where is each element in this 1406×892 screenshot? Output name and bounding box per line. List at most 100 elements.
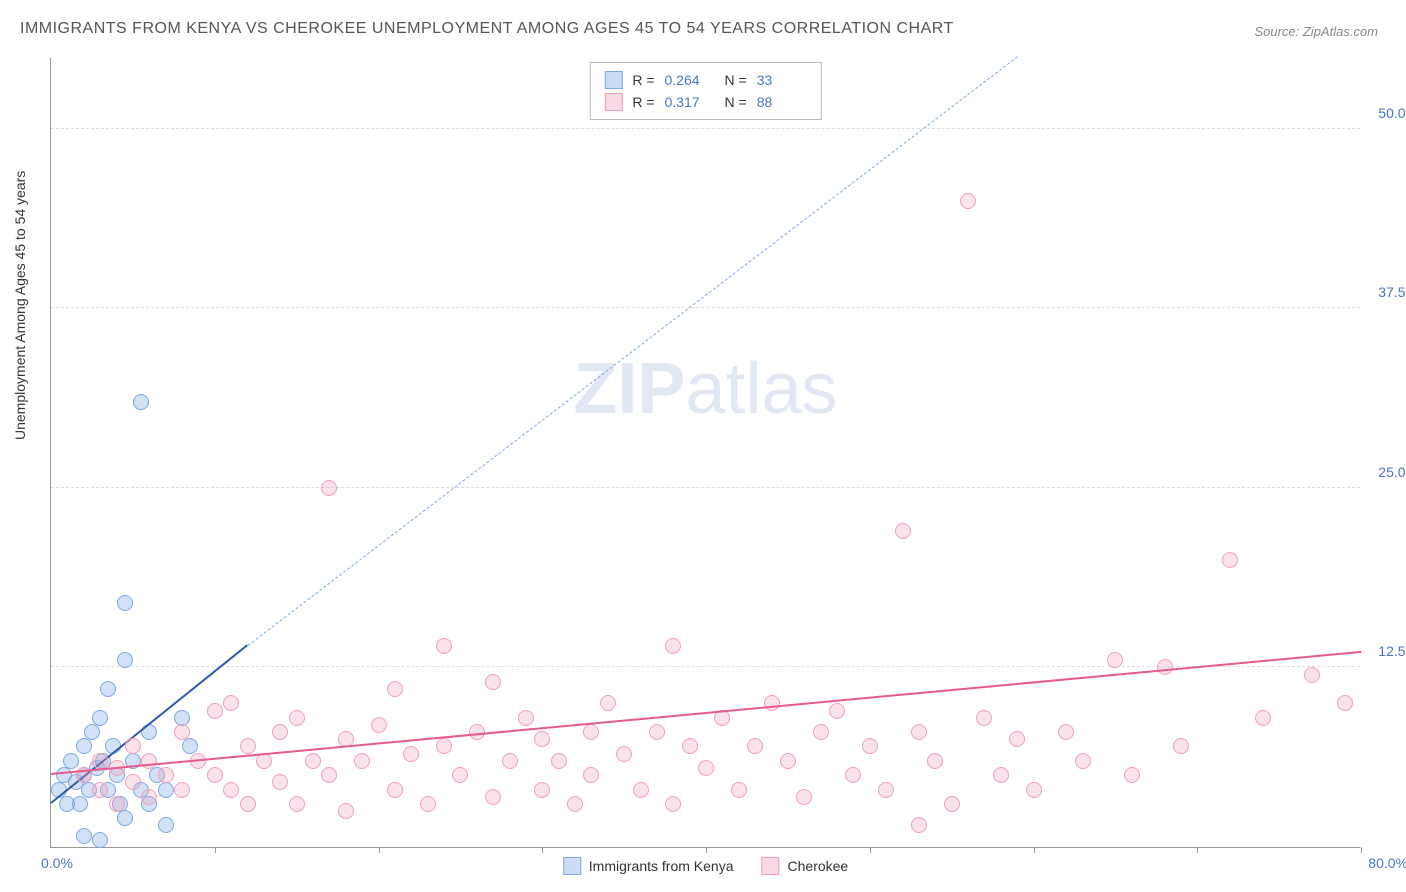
data-point: [764, 695, 780, 711]
data-point: [92, 832, 108, 848]
data-point: [1009, 731, 1025, 747]
x-tick: [379, 847, 380, 853]
gridline: [51, 128, 1360, 129]
series-name: Cherokee: [788, 858, 849, 874]
data-point: [92, 782, 108, 798]
data-point: [1026, 782, 1042, 798]
data-point: [862, 738, 878, 754]
legend-r-label: R =: [632, 72, 654, 88]
data-point: [813, 724, 829, 740]
y-tick-label: 25.0%: [1378, 464, 1406, 480]
data-point: [911, 817, 927, 833]
data-point: [911, 724, 927, 740]
data-point: [583, 767, 599, 783]
data-point: [141, 753, 157, 769]
data-point: [976, 710, 992, 726]
x-tick: [542, 847, 543, 853]
data-point: [534, 782, 550, 798]
data-point: [321, 767, 337, 783]
data-point: [1107, 652, 1123, 668]
data-point: [92, 753, 108, 769]
data-point: [944, 796, 960, 812]
x-tick: [870, 847, 871, 853]
data-point: [141, 789, 157, 805]
data-point: [387, 681, 403, 697]
series-name: Immigrants from Kenya: [589, 858, 734, 874]
data-point: [84, 724, 100, 740]
data-point: [927, 753, 943, 769]
data-point: [682, 738, 698, 754]
data-point: [338, 803, 354, 819]
data-point: [845, 767, 861, 783]
data-point: [158, 782, 174, 798]
data-point: [436, 638, 452, 654]
x-tick: [706, 847, 707, 853]
data-point: [1075, 753, 1091, 769]
data-point: [158, 817, 174, 833]
data-point: [436, 738, 452, 754]
data-point: [633, 782, 649, 798]
data-point: [960, 193, 976, 209]
data-point: [616, 746, 632, 762]
legend-r-value: 0.264: [665, 72, 715, 88]
data-point: [63, 753, 79, 769]
x-axis-max-label: 80.0%: [1368, 855, 1406, 871]
legend-n-value: 88: [757, 94, 807, 110]
data-point: [109, 796, 125, 812]
gridline: [51, 307, 1360, 308]
y-tick-label: 37.5%: [1378, 284, 1406, 300]
data-point: [1337, 695, 1353, 711]
x-tick: [1034, 847, 1035, 853]
data-point: [371, 717, 387, 733]
y-axis-label: Unemployment Among Ages 45 to 54 years: [12, 171, 28, 440]
chart-title: IMMIGRANTS FROM KENYA VS CHEROKEE UNEMPL…: [20, 20, 954, 38]
data-point: [993, 767, 1009, 783]
data-point: [125, 774, 141, 790]
data-point: [747, 738, 763, 754]
data-point: [1173, 738, 1189, 754]
data-point: [567, 796, 583, 812]
data-point: [92, 710, 108, 726]
data-point: [731, 782, 747, 798]
data-point: [174, 782, 190, 798]
legend-row: R =0.317N =88: [604, 91, 806, 113]
data-point: [518, 710, 534, 726]
data-point: [1058, 724, 1074, 740]
legend-n-value: 33: [757, 72, 807, 88]
data-point: [207, 767, 223, 783]
data-point: [403, 746, 419, 762]
data-point: [72, 796, 88, 812]
data-point: [878, 782, 894, 798]
x-tick: [1197, 847, 1198, 853]
data-point: [1255, 710, 1271, 726]
data-point: [272, 774, 288, 790]
x-axis-origin-label: 0.0%: [41, 855, 73, 871]
gridline: [51, 487, 1360, 488]
data-point: [796, 789, 812, 805]
legend-swatch: [762, 857, 780, 875]
legend-row: R =0.264N =33: [604, 69, 806, 91]
data-point: [502, 753, 518, 769]
data-point: [452, 767, 468, 783]
data-point: [387, 782, 403, 798]
legend-r-label: R =: [632, 94, 654, 110]
data-point: [1222, 552, 1238, 568]
data-point: [829, 703, 845, 719]
data-point: [551, 753, 567, 769]
data-point: [289, 796, 305, 812]
trend-line: [247, 56, 1017, 646]
data-point: [895, 523, 911, 539]
data-point: [305, 753, 321, 769]
series-legend-item: Immigrants from Kenya: [563, 857, 734, 875]
y-tick-label: 50.0%: [1378, 105, 1406, 121]
x-tick: [215, 847, 216, 853]
data-point: [600, 695, 616, 711]
data-point: [272, 724, 288, 740]
data-point: [223, 695, 239, 711]
data-point: [485, 789, 501, 805]
data-point: [117, 652, 133, 668]
series-legend: Immigrants from Kenya Cherokee: [563, 857, 848, 875]
legend-n-label: N =: [725, 94, 747, 110]
data-point: [117, 595, 133, 611]
data-point: [117, 810, 133, 826]
